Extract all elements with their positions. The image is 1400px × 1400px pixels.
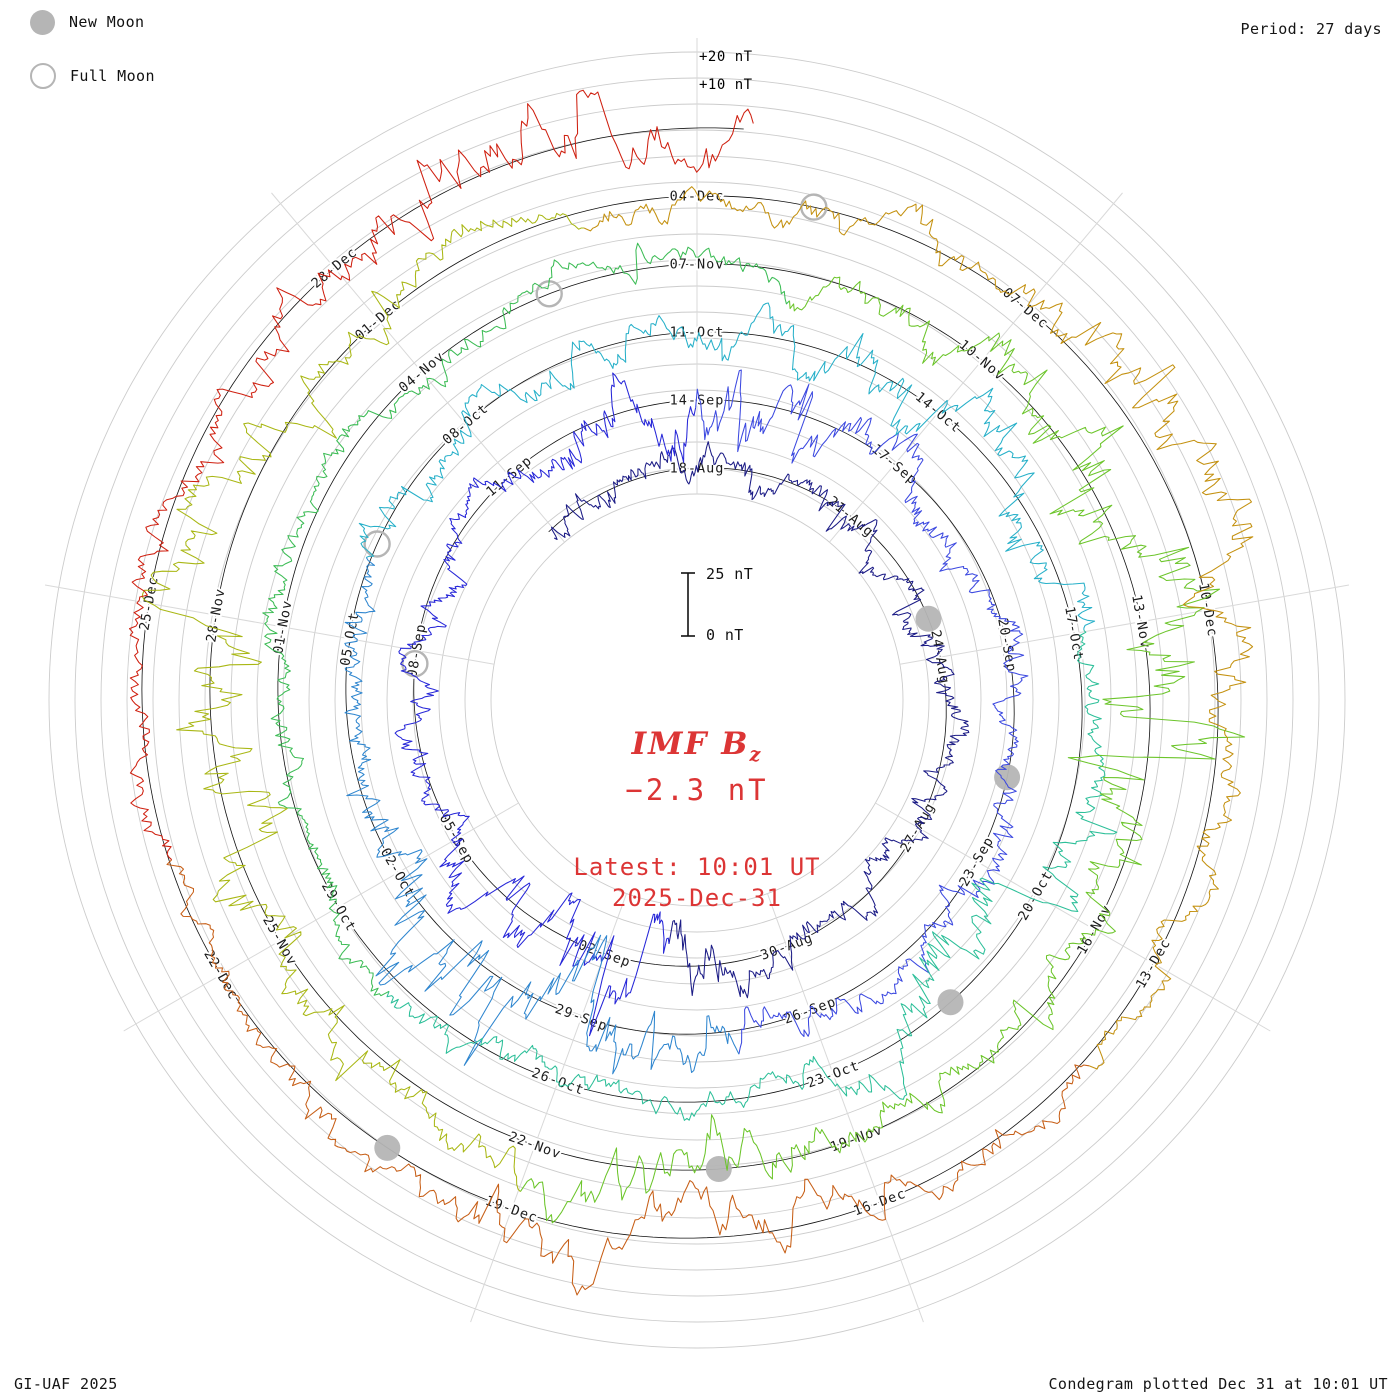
bz-trace-segment	[358, 302, 1096, 631]
scale-bar	[681, 572, 695, 637]
scalebar-label-25nt: 25 nT	[706, 565, 754, 583]
new-moon-marker	[374, 1134, 401, 1161]
plotted-timestamp-label: Condegram plotted Dec 31 at 10:01 UT	[1048, 1375, 1388, 1393]
full-moon-icon	[30, 63, 56, 89]
latest-date-label: 2025-Dec-31	[612, 884, 782, 913]
date-label: 22-Dec	[200, 947, 241, 1002]
date-label: 16-Nov	[1074, 902, 1115, 957]
bz-trace-segment	[583, 186, 1254, 1070]
imf-bz-value: −2.3 nT	[625, 773, 769, 808]
bz-trace-segment	[695, 369, 1029, 1055]
date-label: 28-Nov	[203, 587, 228, 644]
bz-trace-segment	[386, 629, 1118, 1121]
date-label: 20-Oct	[1015, 868, 1056, 923]
bz-trace-segment	[128, 89, 754, 861]
date-label: 05-Oct	[337, 610, 362, 667]
new-moon-marker	[705, 1156, 732, 1182]
bz-trace-segment	[551, 441, 970, 999]
radial-axis-label-20nt: +20 nT	[699, 49, 753, 65]
date-label: 30-Aug	[758, 930, 815, 964]
bz-trace-segment	[141, 212, 585, 1192]
full-moon-label: Full Moon	[70, 67, 155, 85]
date-label: 16-Dec	[851, 1186, 908, 1220]
grid-spokes	[44, 38, 1350, 1323]
credit-label: GI-UAF 2025	[14, 1375, 118, 1393]
bz-trace-segment	[166, 859, 1090, 1296]
new-moon-marker	[937, 989, 964, 1016]
legend-row-new-moon: New Moon	[30, 8, 155, 36]
imf-bz-title: IMF Bz	[573, 726, 820, 766]
bz-trace-segment	[262, 242, 790, 997]
latest-time-label: Latest: 10:01 UT	[573, 853, 821, 882]
new-moon-label: New Moon	[69, 13, 145, 31]
legend-row-full-moon: Full Moon	[30, 62, 155, 90]
date-label: 28-Dec	[308, 244, 360, 291]
bz-trace-segment	[344, 557, 740, 1075]
date-label: 01-Dec	[352, 296, 404, 343]
center-readout: IMF Bz −2.3 nT Latest: 10:01 UT 2025-Dec…	[573, 726, 820, 912]
scalebar-label-0nt: 0 nT	[706, 626, 744, 644]
new-moon-icon	[30, 9, 55, 35]
new-moon-marker	[994, 764, 1021, 791]
bz-trace-segment	[394, 372, 697, 1037]
date-label: 04-Dec	[670, 189, 725, 205]
bz-trace	[128, 89, 1254, 1296]
imf-title-sub: z	[749, 743, 763, 767]
full-moon-marker	[363, 530, 391, 558]
bz-trace-segment	[519, 276, 1246, 1224]
new-moon-marker	[915, 605, 942, 632]
date-label: 05-Sep	[436, 811, 477, 866]
date-label: 07-Nov	[670, 257, 725, 273]
period-label: Period: 27 days	[1240, 20, 1382, 38]
imf-title-main: IMF B	[631, 726, 750, 762]
date-label: 02-Sep	[576, 937, 633, 971]
radial-axis-label-10nt: +10 nT	[699, 77, 753, 93]
date-label: 21-Aug	[825, 493, 877, 540]
date-label: 13-Nov	[1128, 593, 1153, 650]
moon-legend: New Moon Full Moon	[30, 8, 155, 116]
date-label: 01-Nov	[270, 599, 295, 656]
baseline-spiral	[141, 127, 1219, 1239]
